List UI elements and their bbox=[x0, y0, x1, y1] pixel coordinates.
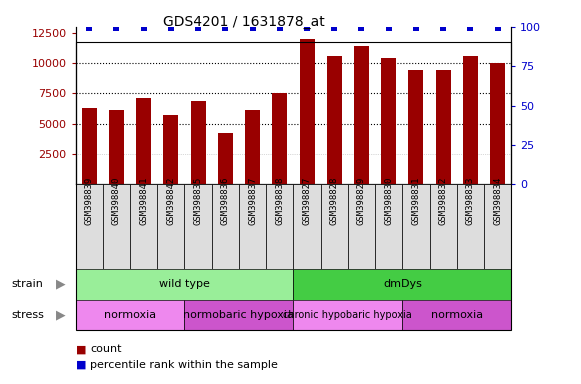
Text: GSM398837: GSM398837 bbox=[248, 177, 257, 225]
Bar bbox=[354, 46, 369, 184]
Point bbox=[329, 25, 339, 31]
Text: ▶: ▶ bbox=[56, 278, 66, 291]
Text: percentile rank within the sample: percentile rank within the sample bbox=[90, 360, 278, 370]
Text: GSM398830: GSM398830 bbox=[384, 177, 393, 225]
Bar bbox=[157, 184, 185, 269]
Bar bbox=[457, 184, 484, 269]
Text: chronic hypobaric hypoxia: chronic hypobaric hypoxia bbox=[284, 310, 413, 320]
Text: GSM398829: GSM398829 bbox=[357, 177, 366, 225]
Bar bbox=[293, 269, 511, 300]
Text: GSM398840: GSM398840 bbox=[112, 177, 121, 225]
Bar bbox=[191, 101, 206, 184]
Bar bbox=[136, 98, 151, 184]
Bar bbox=[185, 184, 211, 269]
Bar bbox=[211, 184, 239, 269]
Text: GSM398841: GSM398841 bbox=[139, 177, 148, 225]
Point bbox=[275, 25, 285, 31]
Bar bbox=[76, 184, 103, 269]
Text: GSM398842: GSM398842 bbox=[166, 177, 175, 225]
Bar bbox=[327, 56, 342, 184]
Bar bbox=[300, 39, 314, 184]
Text: GSM398836: GSM398836 bbox=[221, 177, 230, 225]
Text: GSM398828: GSM398828 bbox=[330, 177, 339, 225]
Bar bbox=[402, 184, 429, 269]
Bar bbox=[76, 300, 185, 330]
Bar bbox=[293, 184, 321, 269]
Bar bbox=[272, 93, 287, 184]
Point bbox=[193, 25, 203, 31]
Bar bbox=[82, 108, 96, 184]
Text: ■: ■ bbox=[76, 344, 86, 354]
Bar bbox=[103, 184, 130, 269]
Point bbox=[411, 25, 421, 31]
Bar bbox=[130, 184, 157, 269]
Point bbox=[112, 25, 121, 31]
Text: GSM398838: GSM398838 bbox=[275, 177, 284, 225]
Point bbox=[221, 25, 230, 31]
Point bbox=[493, 25, 503, 31]
Text: GDS4201 / 1631878_at: GDS4201 / 1631878_at bbox=[163, 15, 325, 29]
Bar bbox=[484, 184, 511, 269]
Text: ■: ■ bbox=[76, 360, 86, 370]
Bar bbox=[185, 300, 293, 330]
Text: stress: stress bbox=[12, 310, 45, 320]
Text: normoxia: normoxia bbox=[104, 310, 156, 320]
Bar bbox=[490, 63, 505, 184]
Bar bbox=[436, 71, 451, 184]
Text: GSM398839: GSM398839 bbox=[85, 177, 94, 225]
Bar bbox=[76, 269, 293, 300]
Bar bbox=[381, 58, 396, 184]
Bar bbox=[463, 56, 478, 184]
Text: dmDys: dmDys bbox=[383, 279, 422, 289]
Text: GSM398834: GSM398834 bbox=[493, 177, 502, 225]
Point bbox=[139, 25, 148, 31]
Text: GSM398833: GSM398833 bbox=[466, 177, 475, 225]
Bar bbox=[293, 300, 402, 330]
Point bbox=[357, 25, 366, 31]
Text: GSM398831: GSM398831 bbox=[411, 177, 421, 225]
Point bbox=[248, 25, 257, 31]
Text: wild type: wild type bbox=[159, 279, 210, 289]
Point bbox=[166, 25, 175, 31]
Text: GSM398835: GSM398835 bbox=[193, 177, 203, 225]
Text: strain: strain bbox=[12, 279, 44, 289]
Bar bbox=[109, 111, 124, 184]
Text: GSM398832: GSM398832 bbox=[439, 177, 448, 225]
Bar bbox=[239, 184, 266, 269]
Bar bbox=[408, 71, 424, 184]
Bar bbox=[266, 184, 293, 269]
Point bbox=[439, 25, 448, 31]
Bar bbox=[245, 111, 260, 184]
Text: GSM398827: GSM398827 bbox=[303, 177, 311, 225]
Bar bbox=[348, 184, 375, 269]
Bar bbox=[429, 184, 457, 269]
Point bbox=[384, 25, 393, 31]
Bar bbox=[218, 134, 233, 184]
Bar bbox=[402, 300, 511, 330]
Text: normoxia: normoxia bbox=[431, 310, 483, 320]
Text: count: count bbox=[90, 344, 121, 354]
Point bbox=[466, 25, 475, 31]
Point bbox=[84, 25, 94, 31]
Text: normobaric hypoxia: normobaric hypoxia bbox=[184, 310, 295, 320]
Bar bbox=[163, 115, 178, 184]
Text: ▶: ▶ bbox=[56, 308, 66, 321]
Point bbox=[302, 25, 311, 31]
Bar bbox=[375, 184, 402, 269]
Bar bbox=[321, 184, 348, 269]
